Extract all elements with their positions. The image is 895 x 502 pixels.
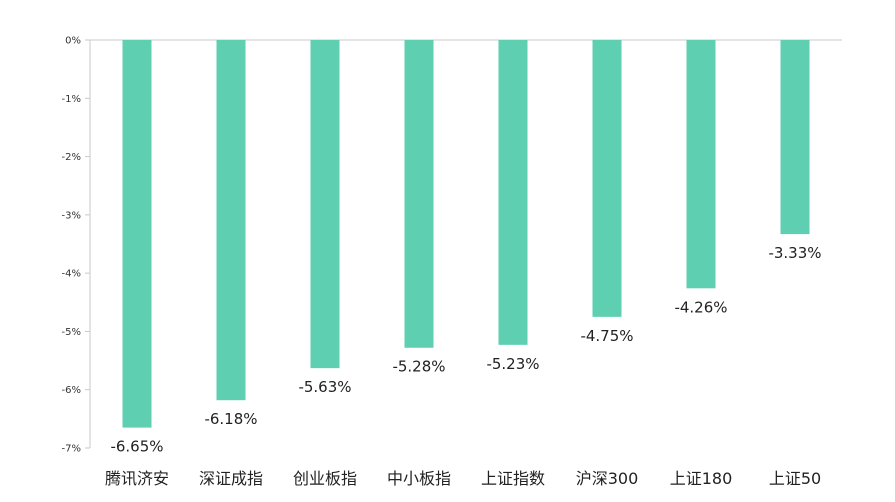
y-tick-label: -5%: [62, 327, 81, 338]
bar: [592, 40, 622, 317]
category-label: 创业板指: [293, 469, 357, 488]
category-label: 深证成指: [199, 469, 263, 488]
data-label: -5.23%: [486, 355, 539, 373]
chart-axes: 0% -1% -2% -3% -4% -5% -6% -7%: [62, 36, 842, 455]
data-label: -4.75%: [580, 327, 633, 345]
bar: [216, 40, 246, 401]
bar: [310, 40, 340, 369]
y-tick-label: -4%: [62, 269, 81, 280]
category-label: 腾讯济安: [105, 469, 169, 488]
category-label: 上证180: [670, 469, 733, 488]
chart-bars: [122, 40, 810, 428]
category-label: 上证50: [769, 469, 821, 488]
y-tick-label: -6%: [62, 385, 81, 396]
bar: [404, 40, 434, 348]
category-label: 上证指数: [481, 469, 545, 488]
bar: [686, 40, 716, 289]
data-label: -5.63%: [298, 378, 351, 396]
chart-labels: -6.65% 腾讯济安 -6.18% 深证成指 -5.63% 创业板指 -5.28% 中小板指…: [105, 244, 822, 488]
bar: [498, 40, 528, 345]
y-tick-label: 0%: [65, 36, 81, 47]
y-tick-label: -1%: [62, 94, 81, 105]
data-label: -6.65%: [110, 438, 163, 456]
bar: [780, 40, 810, 235]
category-label: 中小板指: [387, 469, 451, 488]
bar: [122, 40, 152, 428]
y-tick-label: -2%: [62, 152, 81, 163]
data-label: -4.26%: [674, 298, 727, 316]
data-label: -3.33%: [768, 244, 821, 262]
y-tick-label: -7%: [62, 444, 81, 455]
category-label: 沪深300: [576, 469, 639, 488]
y-tick-label: -3%: [62, 210, 81, 221]
data-label: -6.18%: [204, 410, 257, 428]
data-label: -5.28%: [392, 358, 445, 376]
